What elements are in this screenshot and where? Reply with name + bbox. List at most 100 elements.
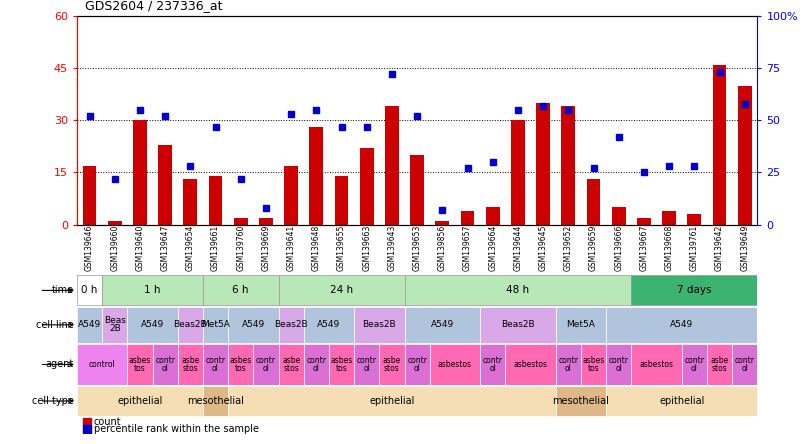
Text: cell line: cell line [36,320,74,330]
Text: asbe
stos: asbe stos [383,356,401,373]
Bar [360,148,373,225]
Bar [254,345,279,385]
Text: asbestos: asbestos [438,360,472,369]
Text: epithelial: epithelial [659,396,705,406]
Text: GSM139649: GSM139649 [740,225,749,271]
Text: asbe
stos: asbe stos [282,356,301,373]
Text: 48 h: 48 h [506,285,530,295]
Text: GSM139760: GSM139760 [237,225,245,271]
Text: GSM139654: GSM139654 [185,225,195,271]
Bar [203,275,279,305]
Text: 1 h: 1 h [144,285,161,295]
Text: epithelial: epithelial [117,396,163,406]
Bar [556,345,581,385]
Bar [259,218,273,225]
Text: Beas2B: Beas2B [173,320,207,329]
Bar [234,218,248,225]
Bar [127,345,152,385]
Bar [606,345,631,385]
Text: GSM139663: GSM139663 [362,225,371,271]
Text: 0 h: 0 h [81,285,98,295]
Text: A549: A549 [241,320,265,329]
Text: GSM139659: GSM139659 [589,225,598,271]
Bar [738,86,752,225]
Bar [612,207,625,225]
Bar [385,107,399,225]
Bar [102,275,203,305]
Text: GSM139761: GSM139761 [690,225,699,271]
Bar [108,221,122,225]
Bar [637,218,651,225]
Text: contr
ol: contr ol [407,356,427,373]
Bar [77,345,127,385]
Text: Beas2B: Beas2B [275,320,308,329]
Bar [404,307,480,343]
Text: GSM139642: GSM139642 [715,225,724,271]
Text: contr
ol: contr ol [735,356,755,373]
Text: Met5A: Met5A [201,320,230,329]
Text: GSM139660: GSM139660 [110,225,119,271]
Text: GSM139647: GSM139647 [160,225,169,271]
Text: GSM139668: GSM139668 [665,225,674,271]
Text: 6 h: 6 h [232,285,249,295]
Bar [688,214,701,225]
Bar [203,307,228,343]
Text: Met5A: Met5A [566,320,595,329]
Bar [152,345,177,385]
Bar [228,386,556,416]
Text: GSM139667: GSM139667 [639,225,649,271]
Bar [561,107,575,225]
Text: asbestos: asbestos [514,360,548,369]
Bar [354,345,379,385]
Text: GSM139664: GSM139664 [488,225,497,271]
Text: GDS2604 / 237336_at: GDS2604 / 237336_at [85,0,223,12]
Text: GSM139655: GSM139655 [337,225,346,271]
Bar [83,166,96,225]
Bar [461,211,475,225]
Text: GSM139657: GSM139657 [463,225,472,271]
Bar [410,155,424,225]
Text: contr
ol: contr ol [684,356,705,373]
Bar [379,345,404,385]
Text: asbes
tos: asbes tos [330,356,352,373]
Text: agent: agent [45,360,74,369]
Text: contr
ol: contr ol [306,356,326,373]
Text: cell type: cell type [32,396,74,406]
Text: asbes
tos: asbes tos [582,356,605,373]
Text: A549: A549 [670,320,693,329]
Text: control: control [89,360,116,369]
Bar [586,179,600,225]
Bar [436,221,450,225]
Text: contr
ol: contr ol [156,356,175,373]
Text: Beas2B: Beas2B [363,320,396,329]
Text: GSM139645: GSM139645 [539,225,548,271]
Text: Beas2B: Beas2B [501,320,535,329]
Bar [102,307,127,343]
Bar [480,307,556,343]
Bar [284,166,298,225]
Bar [707,345,732,385]
Bar [127,307,177,343]
Text: GSM139652: GSM139652 [564,225,573,271]
Text: contr
ol: contr ol [558,356,578,373]
Text: time: time [51,285,74,295]
Text: contr
ol: contr ol [483,356,503,373]
Bar [203,345,228,385]
Bar [158,145,172,225]
Text: GSM139640: GSM139640 [135,225,144,271]
Text: A549: A549 [431,320,454,329]
Text: contr
ol: contr ol [206,356,225,373]
Bar [404,345,430,385]
Text: epithelial: epithelial [369,396,415,406]
Bar [536,103,550,225]
Bar [335,176,348,225]
Text: GSM139666: GSM139666 [614,225,623,271]
Bar [430,345,480,385]
Text: GSM139856: GSM139856 [438,225,447,271]
Text: GSM139669: GSM139669 [262,225,271,271]
Bar [329,345,354,385]
Bar [404,275,631,305]
Text: GSM139648: GSM139648 [312,225,321,271]
Bar [209,176,223,225]
Text: GSM139653: GSM139653 [412,225,422,271]
